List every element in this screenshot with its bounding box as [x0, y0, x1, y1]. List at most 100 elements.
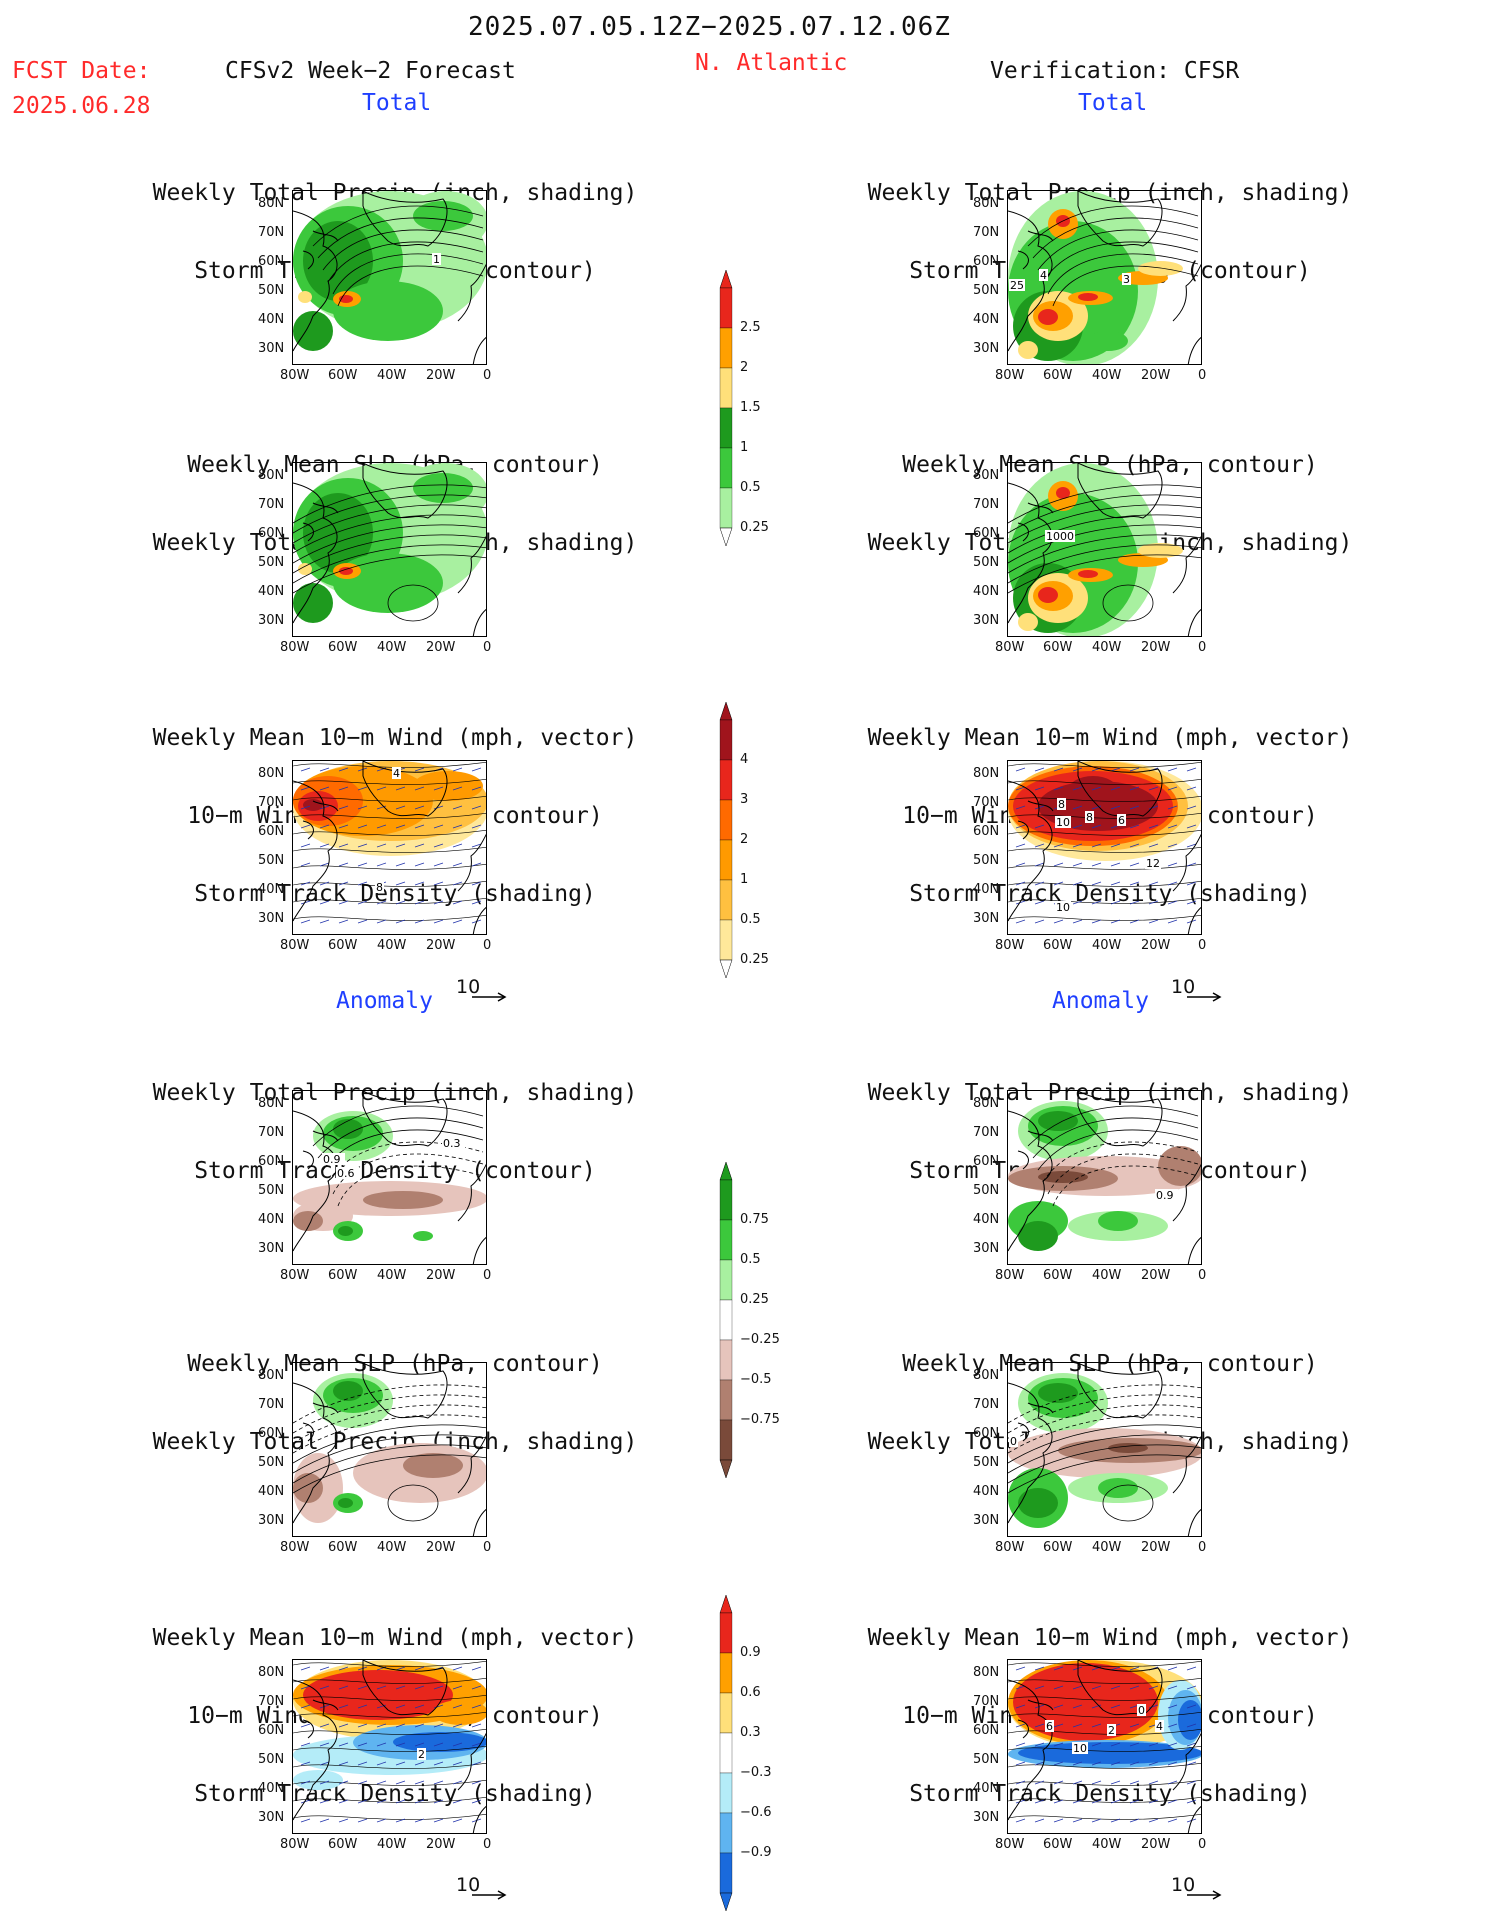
lat-tick-label: 30N	[258, 341, 285, 356]
map-panel-ver-precip-storm-anom: 0.9	[1007, 1090, 1202, 1265]
lon-tick-label: 80W	[995, 1540, 1025, 1555]
colorbar-label: 0.6	[740, 1685, 761, 1700]
lon-tick-label: 20W	[1141, 640, 1171, 655]
lon-tick-label: 0	[1198, 1837, 1207, 1852]
lat-tick-label: 30N	[258, 613, 285, 628]
colorbar-segment	[719, 1612, 733, 1654]
lat-tick-label: 60N	[258, 1723, 285, 1738]
colorbar-label: −0.5	[740, 1372, 772, 1387]
colorbar-label: 0.5	[740, 480, 761, 495]
shading-region	[1018, 341, 1038, 359]
map-plot: 48	[293, 761, 486, 934]
lat-tick-label: 40N	[973, 1781, 1000, 1796]
colorbar-segment	[719, 1259, 733, 1301]
verification-title: Verification: CFSR	[990, 58, 1240, 84]
lat-tick-label: 70N	[973, 1694, 1000, 1709]
shading-region	[293, 1211, 323, 1231]
shading-region	[1038, 1383, 1078, 1403]
lat-tick-label: 50N	[258, 1752, 285, 1767]
lon-tick-label: 60W	[1043, 938, 1073, 953]
colorbar-label: 4	[740, 752, 749, 767]
shading-region	[303, 493, 373, 573]
lon-tick-label: 40W	[377, 368, 407, 383]
lat-tick-label: 80N	[973, 1665, 1000, 1680]
lat-tick-label: 30N	[973, 613, 1000, 628]
lat-tick-label: 50N	[258, 1183, 285, 1198]
map-plot: 2	[293, 1660, 486, 1833]
lat-tick-label: 60N	[258, 526, 285, 541]
title-line: Weekly Mean SLP (hPa, contour)	[187, 1351, 603, 1377]
colorbar-segment	[719, 407, 733, 449]
lon-tick-label: 40W	[1092, 938, 1122, 953]
lat-tick-label: 50N	[973, 1183, 1000, 1198]
map-panel-fcst-slp-precip-anom	[292, 1362, 487, 1537]
lon-tick-label: 40W	[1092, 1540, 1122, 1555]
lat-tick-label: 60N	[258, 824, 285, 839]
colorbar-label: −0.3	[740, 1765, 772, 1780]
map-plot: 1000	[1008, 463, 1201, 636]
lat-tick-label: 30N	[258, 1513, 285, 1528]
colorbar-storm_anom: 0.9 0.6 0.3 −0.3 −0.6 −0.9	[718, 1593, 772, 1917]
shading-region	[1018, 1742, 1201, 1764]
lon-tick-label: 60W	[328, 1540, 358, 1555]
shading-region	[413, 201, 473, 231]
lat-tick-label: 80N	[973, 1096, 1000, 1111]
colorbar-segment	[719, 1812, 733, 1854]
map-panel-ver-wind-storm-anom: 6 2 10 0 4	[1007, 1659, 1202, 1834]
title-fcst-slp-precip-anom: Weekly Mean SLP (hPa, contour) Weekly To…	[85, 1299, 705, 1481]
map-plot: 0.90.6 0.3	[293, 1091, 486, 1264]
lon-tick-label: 60W	[1043, 1837, 1073, 1852]
lat-tick-label: 70N	[258, 225, 285, 240]
lat-tick-label: 40N	[973, 584, 1000, 599]
shading-region	[1098, 1478, 1138, 1498]
map-plot: 4 3 25	[1008, 191, 1201, 364]
colorbar-segment	[719, 1379, 733, 1421]
shading-region	[293, 583, 333, 623]
map-plot: 0.9	[1008, 1091, 1201, 1264]
lat-tick-label: 30N	[973, 1513, 1000, 1528]
lat-tick-label: 80N	[258, 1368, 285, 1383]
colorbar-segment	[719, 287, 733, 329]
colorbar-label: 1	[740, 872, 749, 887]
shading-region	[1038, 587, 1058, 603]
lat-tick-label: 30N	[258, 911, 285, 926]
reference-arrow-icon	[1187, 1890, 1222, 1900]
contour-label: 8	[376, 881, 383, 894]
lon-tick-label: 80W	[995, 368, 1025, 383]
colorbar-label: −0.75	[740, 1412, 780, 1427]
lon-tick-label: 40W	[377, 1540, 407, 1555]
contour-label: 10	[1073, 1742, 1087, 1755]
lat-tick-label: 40N	[973, 312, 1000, 327]
colorbar-segment	[719, 1339, 733, 1381]
fcst-date-value: 2025.06.28	[12, 93, 151, 119]
vector-reference-label: 10	[456, 1874, 481, 1896]
colorbar-segment	[719, 1852, 733, 1894]
lat-tick-label: 50N	[973, 853, 1000, 868]
lon-tick-label: 20W	[426, 1837, 456, 1852]
map-plot: 6 2 10 04	[1008, 1660, 1201, 1833]
shading-region	[1018, 1221, 1058, 1251]
shading-region	[339, 567, 353, 575]
lat-tick-label: 60N	[258, 1426, 285, 1441]
fcst-date-label: FCST Date:	[12, 58, 151, 84]
section-total-left: Total	[362, 90, 432, 116]
lat-tick-label: 60N	[973, 824, 1000, 839]
colorbar-segment	[719, 487, 733, 529]
shading-region	[1038, 1111, 1078, 1131]
map-panel-ver-slp-precip-total: 1000	[1007, 462, 1202, 637]
lat-tick-label: 80N	[258, 1096, 285, 1111]
colorbar-label: 2	[740, 832, 749, 847]
contour-label: 25	[1010, 279, 1024, 292]
shading-region	[413, 1231, 433, 1241]
shading-region	[433, 1700, 486, 1725]
map-plot: 0	[1008, 1363, 1201, 1536]
map-panel-ver-precip-storm-total: 4 3 25	[1007, 190, 1202, 365]
contour-label: 6	[1046, 1720, 1053, 1733]
contour-label: 0.6	[337, 1167, 355, 1180]
lat-tick-label: 80N	[973, 468, 1000, 483]
map-panel-fcst-slp-precip-total	[292, 462, 487, 637]
lat-tick-label: 60N	[973, 1426, 1000, 1441]
lon-tick-label: 60W	[328, 1268, 358, 1283]
lon-tick-label: 60W	[1043, 368, 1073, 383]
contour-label: 0.9	[1156, 1189, 1174, 1202]
